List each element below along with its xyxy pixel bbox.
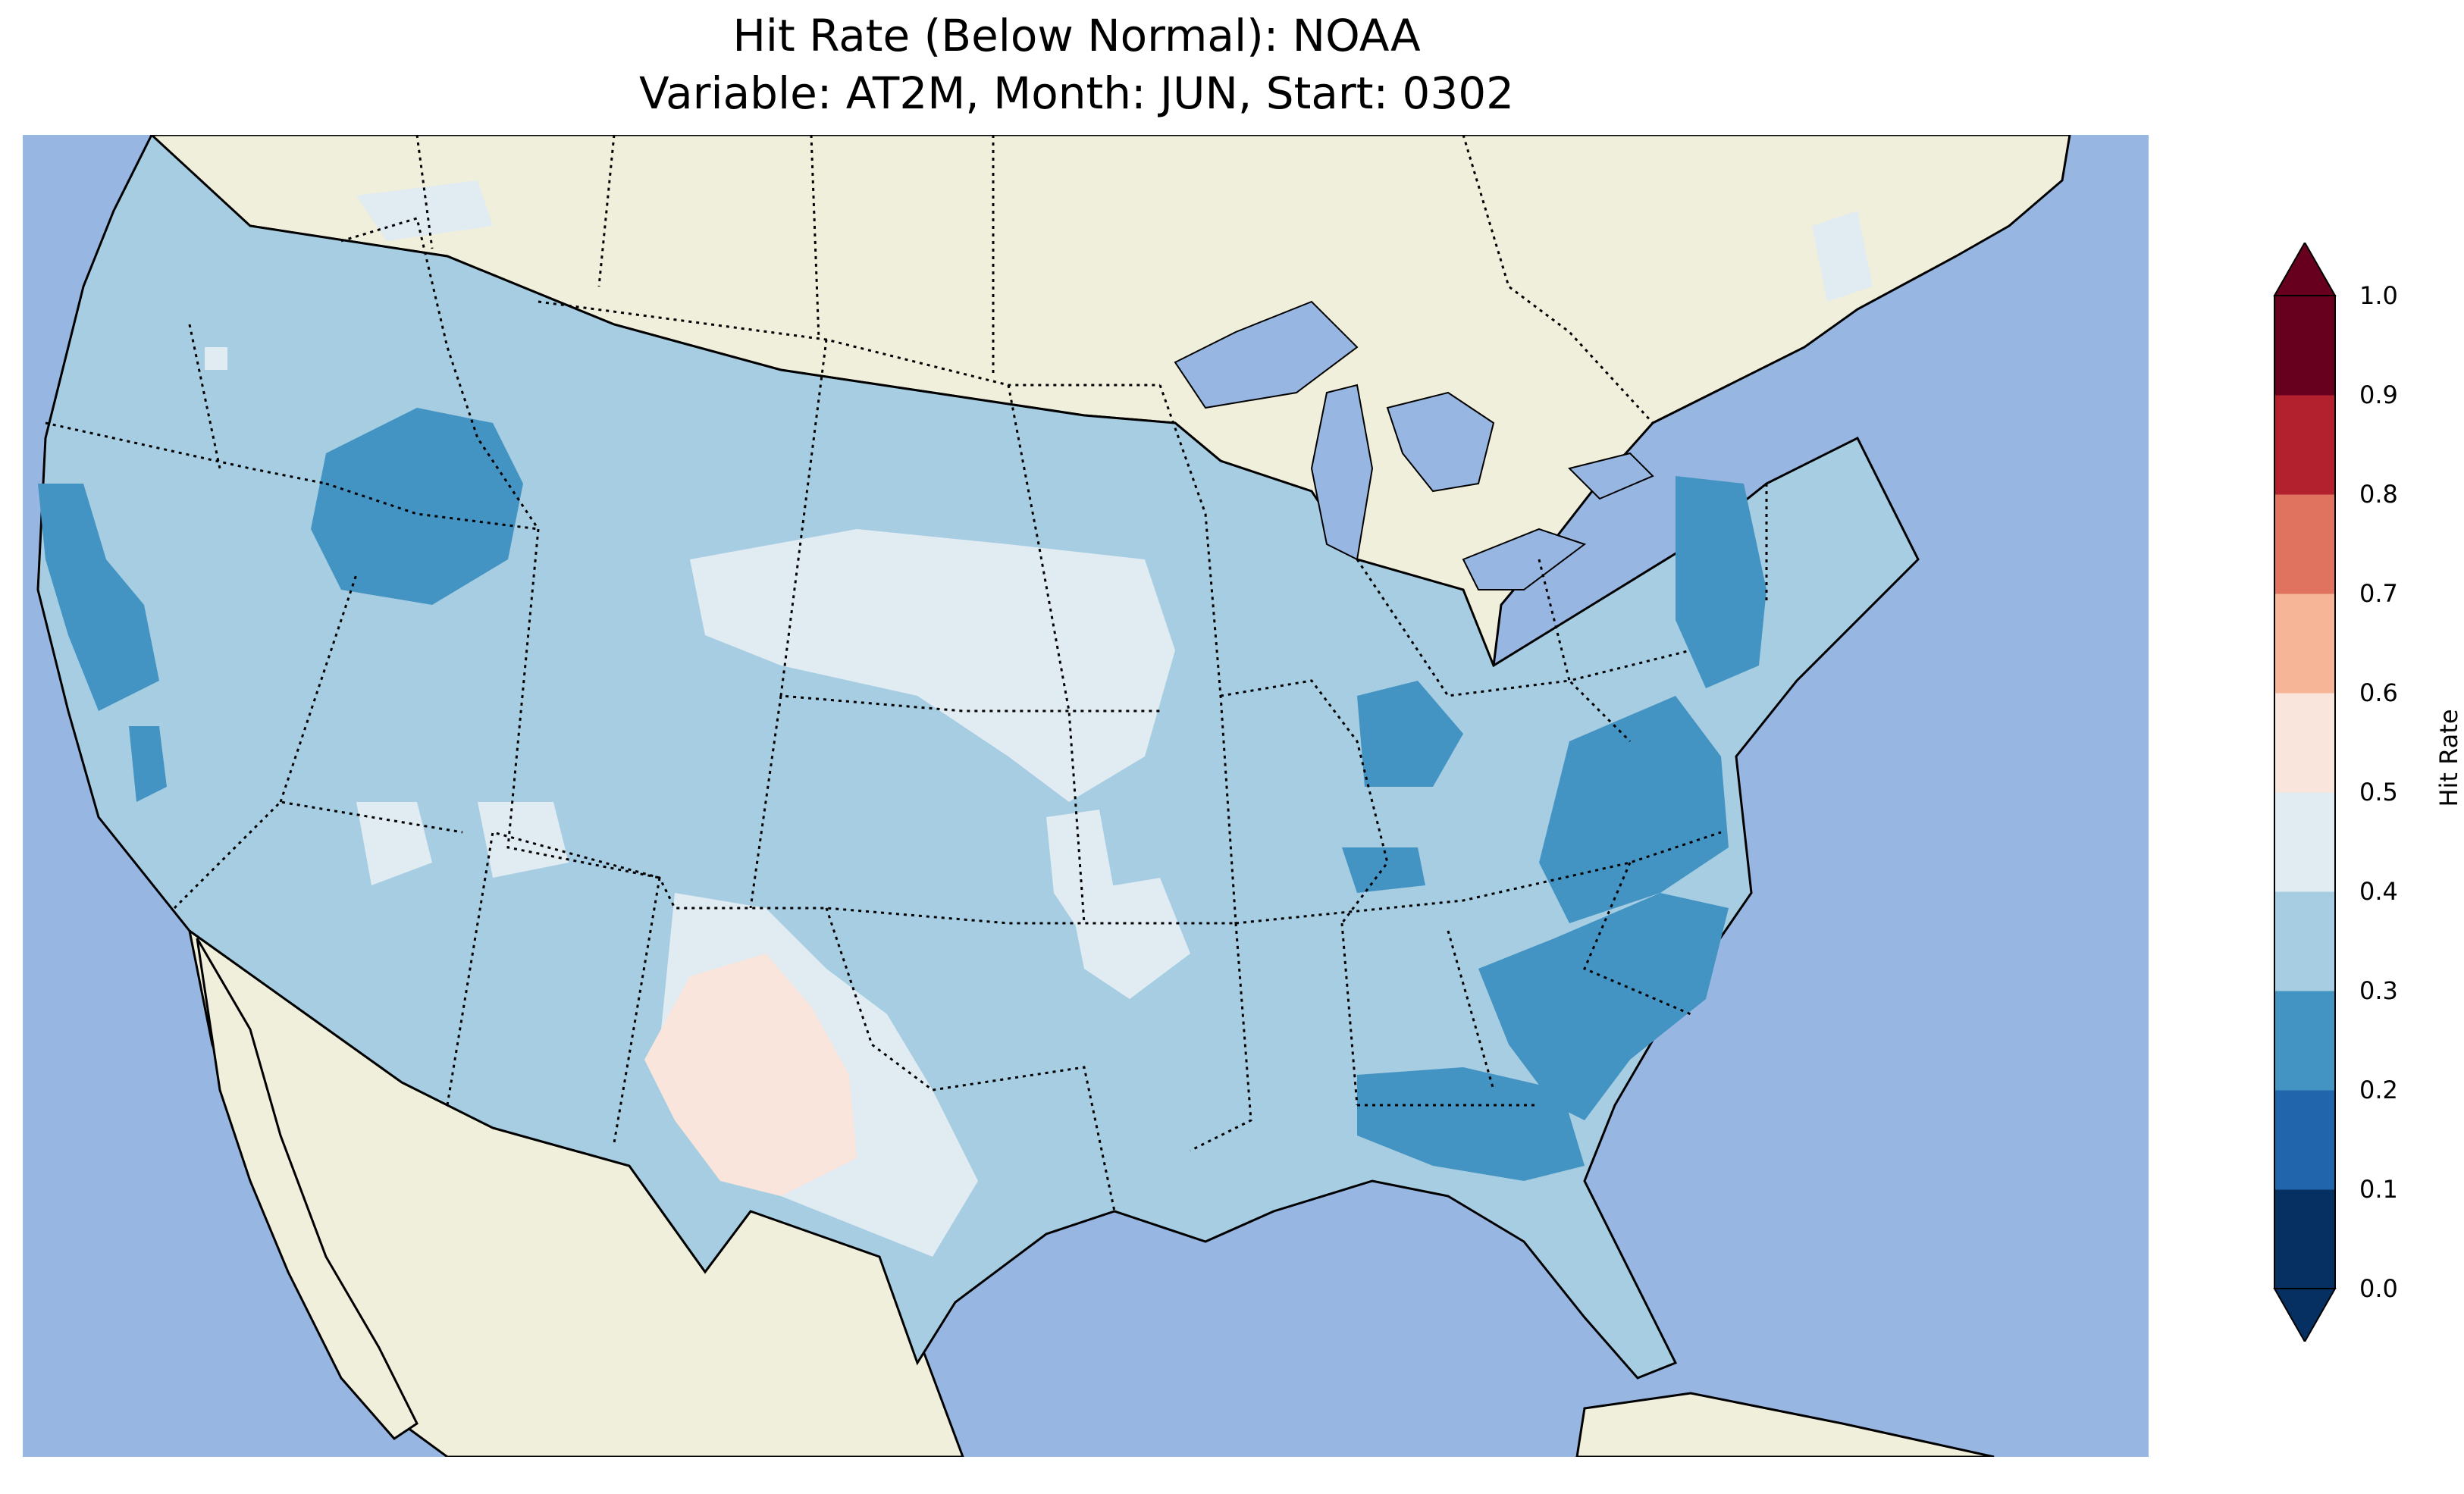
colorbar-frame [2274,295,2336,1289]
colorbar-tick-label: 0.1 [2359,1175,2398,1204]
colorbar-tick-label: 0.8 [2359,480,2398,509]
colorbar-tick-label: 0.6 [2359,678,2398,707]
colorbar-tick-label: 0.0 [2359,1274,2398,1303]
colorbar-bin [2274,594,2335,694]
cuba-land [1575,1392,1995,1457]
great-lakes [1174,300,1654,590]
colorbar-tick-label: 0.5 [2359,778,2398,807]
hit-rate-map [23,135,2149,1457]
colorbar-bin [2274,693,2335,793]
colorbar-tick-label: 0.2 [2359,1076,2398,1104]
colorbar-extend-max [2273,243,2337,296]
colorbar-tick-label: 1.0 [2359,281,2398,310]
colorbar-label: Hit Rate [2434,709,2463,807]
colorbar-extend-min [2273,1288,2337,1342]
colorbar-tick-label: 0.9 [2359,381,2398,409]
province-boundaries [415,135,1654,424]
hit-rate-0.5-0.6-region [644,954,857,1196]
colorbar-bin [2274,891,2335,991]
baja-land [196,938,419,1440]
colorbar-bin [2274,1189,2335,1289]
colorbar-bins [2274,296,2335,1289]
colorbar-bin [2274,296,2335,396]
hit-rate-0.2-0.3-regions [38,408,1766,1181]
colorbar [2273,243,2337,1342]
colorbar-bin [2274,991,2335,1091]
colorbar-bin [2274,494,2335,594]
map-subtitle: Variable: AT2M, Month: JUN, Start: 0302 [638,67,1515,119]
colorbar-bin [2274,395,2335,495]
map-title: Hit Rate (Below Normal): NOAA [732,10,1421,61]
colorbar-tick-label: 0.4 [2359,877,2398,906]
colorbar-bin [2274,792,2335,892]
colorbar-bin [2274,1090,2335,1190]
conus-land [36,135,1920,1380]
state-boundaries [45,217,1768,1212]
colorbar-tick-label: 0.3 [2359,976,2398,1005]
colorbar-tick-label: 0.7 [2359,579,2398,608]
